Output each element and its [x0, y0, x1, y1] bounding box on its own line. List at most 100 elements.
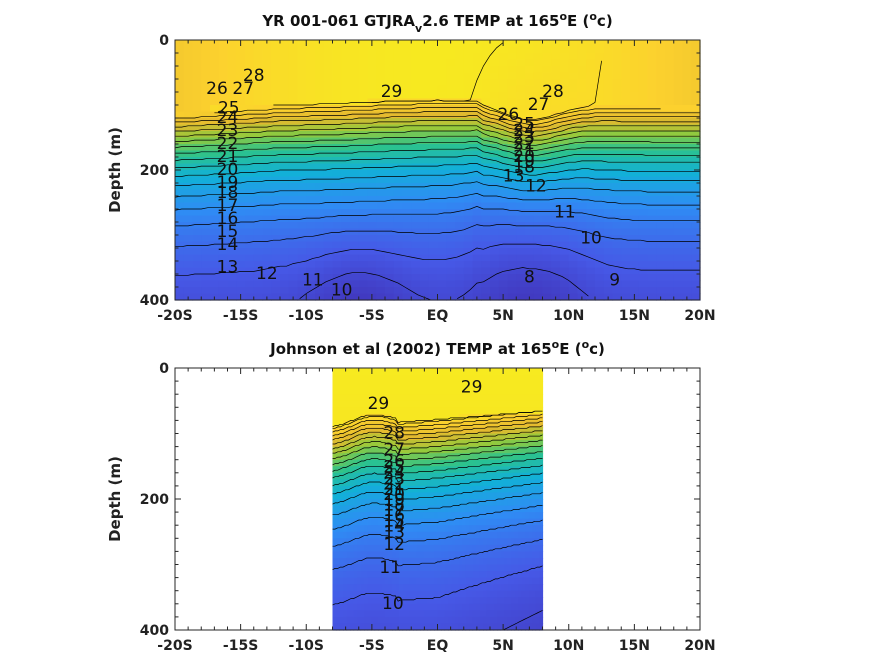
field-cell — [399, 440, 404, 448]
field-cell — [367, 623, 372, 631]
field-cell — [612, 248, 622, 256]
field-cell — [525, 407, 530, 415]
field-cell — [507, 105, 517, 113]
field-cell — [336, 492, 341, 500]
field-cell — [402, 137, 412, 145]
field-cell — [364, 544, 369, 552]
contour-line — [174, 147, 700, 162]
field-cell — [411, 189, 421, 197]
field-cell — [455, 531, 460, 539]
field-cell — [514, 531, 519, 539]
field-cell — [367, 79, 377, 87]
field-cell — [402, 176, 412, 184]
field-cell — [535, 571, 540, 579]
field-cell — [560, 176, 570, 184]
field-cell — [647, 137, 657, 145]
field-cell — [350, 150, 360, 158]
field-cell — [175, 40, 185, 48]
field-cell — [532, 400, 537, 408]
field-cell — [227, 163, 237, 171]
field-cell — [406, 577, 411, 585]
field-cell — [497, 512, 502, 520]
field-cell — [236, 183, 246, 191]
field-cell — [399, 459, 404, 467]
field-cell — [183, 85, 194, 93]
field-cell — [500, 603, 505, 611]
field-cell — [455, 254, 465, 262]
field-cell — [253, 215, 264, 223]
field-cell — [535, 518, 540, 526]
field-cell — [341, 92, 351, 100]
field-cell — [516, 53, 526, 61]
field-cell — [376, 176, 386, 184]
field-cell — [406, 505, 411, 513]
field-cell — [560, 261, 570, 269]
field-cell — [315, 196, 325, 204]
field-cell — [430, 577, 435, 585]
field-cell — [490, 170, 500, 178]
field-cell — [376, 40, 386, 48]
field-cell — [183, 235, 194, 243]
field-cell — [603, 228, 614, 236]
field-cell — [490, 79, 500, 87]
field-cell — [367, 150, 377, 158]
field-cell — [427, 512, 432, 520]
field-cell — [437, 157, 447, 165]
field-cell — [353, 538, 358, 546]
field-cell — [288, 274, 299, 282]
field-cell — [525, 254, 535, 262]
field-cell — [469, 400, 474, 408]
field-cell — [498, 222, 509, 230]
field-cell — [437, 137, 447, 145]
field-cell — [402, 433, 407, 441]
field-cell — [612, 215, 622, 223]
field-cell — [490, 248, 500, 256]
field-cell — [682, 267, 692, 275]
field-cell — [532, 597, 537, 605]
field-cell — [455, 466, 460, 474]
field-cell — [630, 79, 640, 87]
field-cell — [399, 400, 404, 408]
field-cell — [490, 85, 500, 93]
field-cell — [463, 163, 474, 171]
field-cell — [542, 92, 552, 100]
field-cell — [399, 512, 404, 520]
field-cell — [479, 538, 484, 546]
field-cell — [406, 440, 411, 448]
field-cell — [388, 492, 393, 500]
field-cell — [691, 85, 701, 93]
field-cell — [656, 248, 666, 256]
field-cell — [682, 189, 692, 197]
field-cell — [441, 623, 446, 631]
field-cell — [446, 215, 456, 223]
field-cell — [533, 72, 544, 80]
field-cell — [455, 53, 465, 61]
field-cell — [469, 577, 474, 585]
field-cell — [479, 394, 484, 402]
field-cell — [451, 518, 456, 526]
contour-label: 26 — [498, 105, 520, 125]
field-cell — [358, 189, 369, 197]
field-cell — [507, 53, 517, 61]
field-cell — [192, 66, 202, 74]
field-cell — [455, 603, 460, 611]
field-cell — [518, 459, 523, 467]
field-cell — [479, 531, 484, 539]
field-cell — [416, 413, 421, 421]
field-cell — [577, 261, 587, 269]
field-cell — [374, 440, 379, 448]
field-cell — [533, 202, 544, 210]
field-cell — [420, 124, 430, 132]
field-cell — [253, 183, 264, 191]
field-cell — [332, 163, 342, 171]
field-cell — [428, 59, 439, 67]
field-cell — [271, 131, 281, 139]
field-cell — [525, 189, 535, 197]
field-cell — [481, 274, 491, 282]
field-cell — [682, 222, 692, 230]
field-cell — [682, 72, 692, 80]
field-cell — [504, 472, 509, 480]
field-cell — [656, 209, 666, 217]
field-cell — [350, 183, 360, 191]
field-cell — [393, 209, 404, 217]
